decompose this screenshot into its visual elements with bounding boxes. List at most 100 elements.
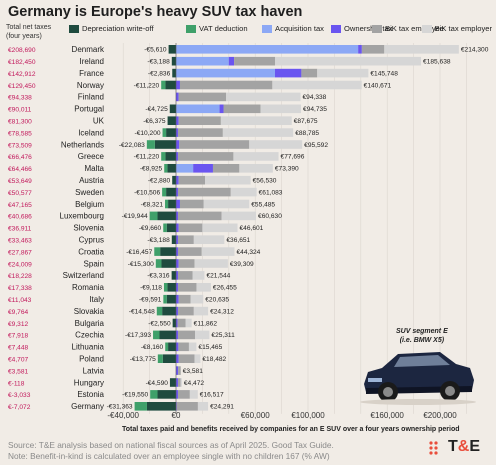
country-label: Austria (79, 176, 104, 185)
bar-bik-employer (233, 152, 279, 161)
positive-value-label: €87,675 (294, 118, 318, 125)
bar-bik-employer (384, 45, 459, 54)
bar-bik-employer (197, 402, 209, 411)
net-tax-value: €78,585 (8, 130, 32, 137)
country-label: Ireland (80, 57, 104, 66)
legend-swatch-vat (186, 24, 196, 33)
legend-item-vat: VAT deduction (186, 24, 248, 33)
bar-ownership (176, 223, 179, 233)
country-label: Romania (72, 283, 105, 292)
net-tax-value: €-3,033 (8, 392, 31, 399)
bar-vat (163, 294, 167, 304)
legend-swatch-bik_employer (421, 24, 432, 33)
bar-ownership (176, 199, 180, 209)
country-label: Malta (84, 164, 104, 173)
bar-ownership (358, 45, 362, 54)
footer: Source: T&E analysis based on national f… (8, 440, 334, 462)
bar-ownership (176, 294, 179, 304)
net-tax-value: €47,165 (8, 202, 32, 209)
bar-vat (149, 211, 158, 221)
bar-bik-employer (260, 104, 302, 114)
net-tax-value: €4,707 (8, 357, 29, 364)
bar-vat (164, 164, 168, 173)
negative-value-label: -€6,375 (143, 118, 166, 125)
bar-ownership (176, 366, 179, 375)
bar-acquisition (176, 164, 194, 173)
negative-value-label: -€14,548 (129, 308, 155, 315)
bar-acquisition (176, 68, 275, 78)
country-label: Latvia (83, 366, 105, 375)
bar-bik-employee (179, 140, 250, 149)
bar-bik-employer (194, 259, 228, 268)
country-label: Portugal (74, 105, 104, 114)
negative-value-label: -€2,836 (148, 70, 171, 77)
bar-bik-employee (176, 402, 198, 411)
bar-depreciation (161, 259, 176, 268)
bar-ownership (176, 283, 178, 292)
positive-value-label: €26,455 (213, 285, 237, 292)
legend-swatch-ownership (331, 24, 341, 33)
bar-bik-employer (202, 223, 238, 233)
negative-value-label: -€8,321 (141, 201, 164, 208)
negative-value-label: -€2,880 (148, 178, 171, 185)
bar-vat (162, 187, 167, 197)
net-tax-value: €64,466 (8, 166, 32, 173)
bar-depreciation (166, 223, 176, 233)
negative-value-label: -€9,591 (139, 297, 162, 304)
country-label: Switzerland (63, 271, 104, 280)
bar-depreciation (171, 271, 176, 280)
bar-ownership (176, 271, 178, 280)
country-label: Slovenia (73, 224, 104, 233)
bar-depreciation (167, 116, 176, 125)
country-label: Czechia (75, 331, 104, 340)
bar-bik-employee (177, 128, 223, 137)
legend-item-depreciation: Depreciation write-off (69, 24, 154, 33)
net-tax-value: €33,463 (8, 238, 32, 245)
bar-bik-employee (178, 92, 227, 102)
bar-bik-employee (177, 330, 196, 340)
bar-bik-employer (194, 354, 201, 363)
negative-value-label: -€9,118 (140, 285, 162, 292)
net-tax-value: €7,448 (8, 345, 29, 352)
bar-depreciation (172, 318, 176, 328)
net-tax-value: €9,764 (8, 309, 29, 316)
net-tax-value: €94,338 (8, 95, 32, 102)
source-note: Source: T&E analysis based on national f… (8, 440, 334, 450)
bar-bik-employer (185, 318, 192, 328)
net-tax-value: €24,009 (8, 261, 32, 268)
bar-ownership (176, 318, 178, 328)
bar-bik-employee (178, 354, 195, 363)
bar-bik-employee (177, 318, 186, 328)
positive-value-label: €16,517 (200, 392, 224, 399)
bar-depreciation (169, 104, 176, 114)
bar-depreciation (166, 128, 176, 137)
legend-label-bik_employee: BiK tax employee (385, 24, 445, 33)
positive-value-label: €18,482 (202, 356, 226, 363)
negative-value-label: -€4,725 (145, 106, 168, 113)
bar-bik-employee (177, 378, 181, 387)
bar-bik-employee (178, 175, 206, 185)
bar-bik-employee (178, 259, 195, 268)
legend-swatch-bik_employee (372, 24, 382, 33)
bar-bik-employer (201, 247, 235, 256)
net-taxes-header-line1: Total net taxes (6, 24, 52, 31)
bar-ownership (176, 92, 179, 102)
bar-ownership (176, 211, 178, 221)
negative-value-label: -€5,610 (144, 47, 167, 54)
bar-bik-employee (179, 199, 204, 209)
car-label-line2: (i.e. BMW X5) (399, 337, 445, 344)
negative-value-label: -€22,083 (119, 142, 145, 149)
net-tax-value: €11,043 (8, 297, 32, 304)
bar-depreciation (171, 235, 176, 244)
country-label: Lithuania (72, 343, 105, 352)
brand-left: T (447, 438, 458, 455)
bar-bik-employee (177, 390, 190, 399)
bar-bik-employee (361, 45, 385, 54)
net-tax-value: €36,911 (8, 226, 32, 233)
bar-bik-employee (177, 306, 194, 316)
positive-value-label: €3,581 (183, 368, 204, 375)
negative-value-label: -€8,160 (141, 344, 164, 351)
brand-amp: & (457, 438, 470, 455)
bar-bik-employer (230, 187, 257, 197)
brand-right: E (469, 438, 480, 455)
